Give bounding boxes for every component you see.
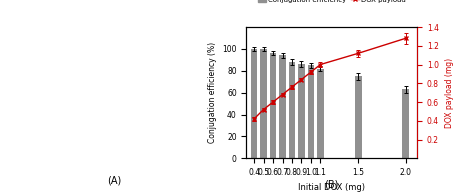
Bar [308, 65, 314, 158]
Bar [298, 64, 305, 158]
X-axis label: Initial DOX (mg): Initial DOX (mg) [298, 183, 365, 191]
Bar [317, 69, 324, 158]
Legend: Conjugation efficiency, DOX payload: Conjugation efficiency, DOX payload [255, 0, 409, 5]
Y-axis label: Conjugation efficiency (%): Conjugation efficiency (%) [208, 42, 217, 143]
Bar [270, 53, 276, 158]
Bar [251, 49, 257, 158]
Text: (A): (A) [107, 175, 121, 185]
Bar [402, 89, 409, 158]
Bar [355, 76, 362, 158]
Bar [279, 55, 286, 158]
Text: (B): (B) [325, 179, 339, 189]
Bar [289, 62, 295, 158]
Bar [260, 49, 267, 158]
Y-axis label: DOX payload (mg): DOX payload (mg) [445, 58, 454, 128]
